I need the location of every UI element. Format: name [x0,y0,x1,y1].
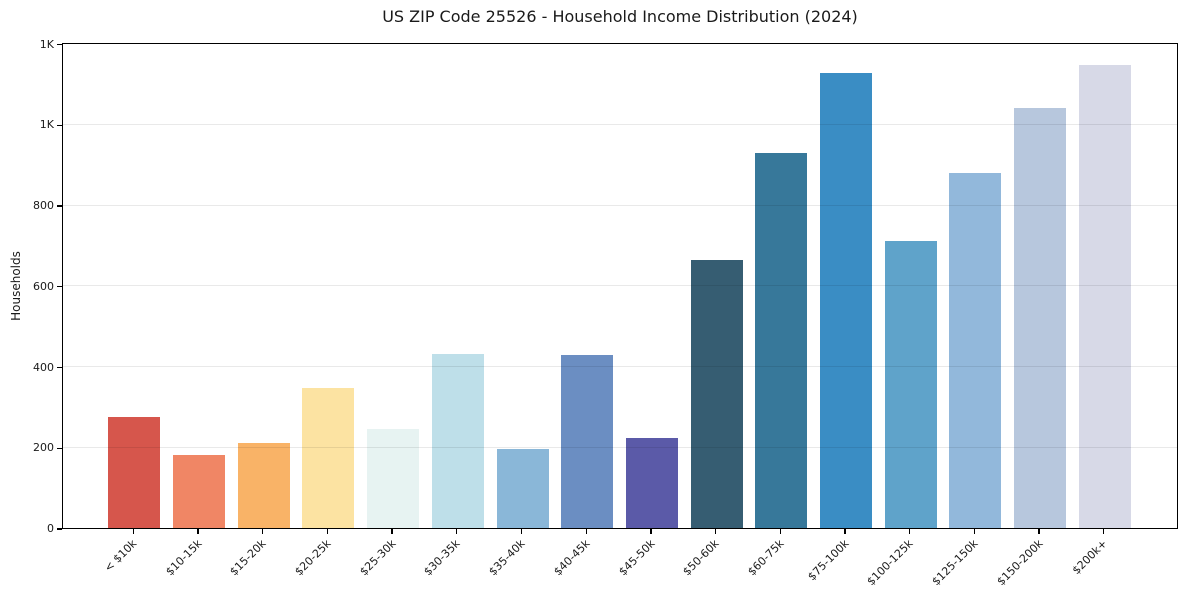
y-tick-label: 0 [47,522,54,535]
x-tick-label: $75-100k [804,537,852,584]
x-tick-label: $10-15k [162,537,205,579]
bar [561,354,614,528]
x-tick-label: < $10k [101,537,140,575]
gridline [63,123,1177,125]
x-tick-label: $200k+ [1069,537,1111,578]
bar [755,153,808,528]
bar [949,172,1002,528]
bar [820,72,872,528]
bar [108,417,161,528]
bar [302,387,355,528]
y-tick-label: 200 [33,441,54,455]
x-tick-label: $45-50k [615,537,658,579]
bar [625,438,678,528]
x-tick-label: $30-35k [421,537,464,579]
y-tick-label: 800 [33,199,54,213]
gridline [63,285,1177,287]
x-tick-mark [909,529,911,534]
y-tick-mark [57,286,62,288]
x-tick-label: $20-25k [292,537,334,579]
bar [237,443,290,528]
y-tick-mark [57,528,62,530]
x-tick-mark [326,529,329,534]
x-tick-mark [779,529,781,534]
x-tick-mark [650,529,652,534]
x-tick-mark [132,529,134,534]
y-tick-mark [57,366,62,369]
bar [367,429,420,528]
x-tick-label: $40-45k [551,537,593,579]
x-tick-mark [391,529,393,534]
x-tick-label: $150-200k [994,537,1046,589]
bar [173,455,225,528]
x-tick-mark [973,529,976,534]
y-tick-mark [57,124,62,127]
y-tick-label: 1K [39,118,54,132]
x-tick-mark [197,529,199,534]
x-tick-label: $125-150k [929,537,981,589]
gridline [63,43,1177,45]
x-tick-mark [1038,529,1040,534]
bar [1014,107,1067,528]
x-tick-label: $35-40k [486,537,528,579]
bar [690,259,743,528]
x-tick-mark [714,529,717,534]
bar [431,353,484,528]
x-tick-mark [844,529,846,534]
y-tick-mark [57,447,62,449]
gridline [63,446,1177,448]
x-tick-label: $60-75k [745,537,787,579]
x-tick-label: $50-60k [680,537,722,579]
x-tick-mark [262,529,264,534]
y-tick-mark [57,43,62,46]
bar [884,240,937,528]
bar [1078,65,1131,528]
x-tick-mark [520,529,523,534]
y-tick-label: 400 [33,360,54,374]
x-tick-label: $100-125k [864,537,916,589]
y-tick-mark [57,205,62,207]
gridline [63,366,1177,368]
y-tick-label: 600 [33,279,54,293]
chart-title: US ZIP Code 25526 - Household Income Dis… [382,7,858,26]
x-tick-mark [1103,529,1105,534]
y-tick-label: 1K [39,37,54,51]
x-tick-label: $15-20k [227,537,269,579]
x-tick-mark [456,529,458,534]
gridline [63,204,1177,206]
plot-area [62,43,1178,529]
bar [496,448,549,528]
x-tick-label: $25-30k [357,537,399,579]
x-tick-mark [585,529,587,534]
